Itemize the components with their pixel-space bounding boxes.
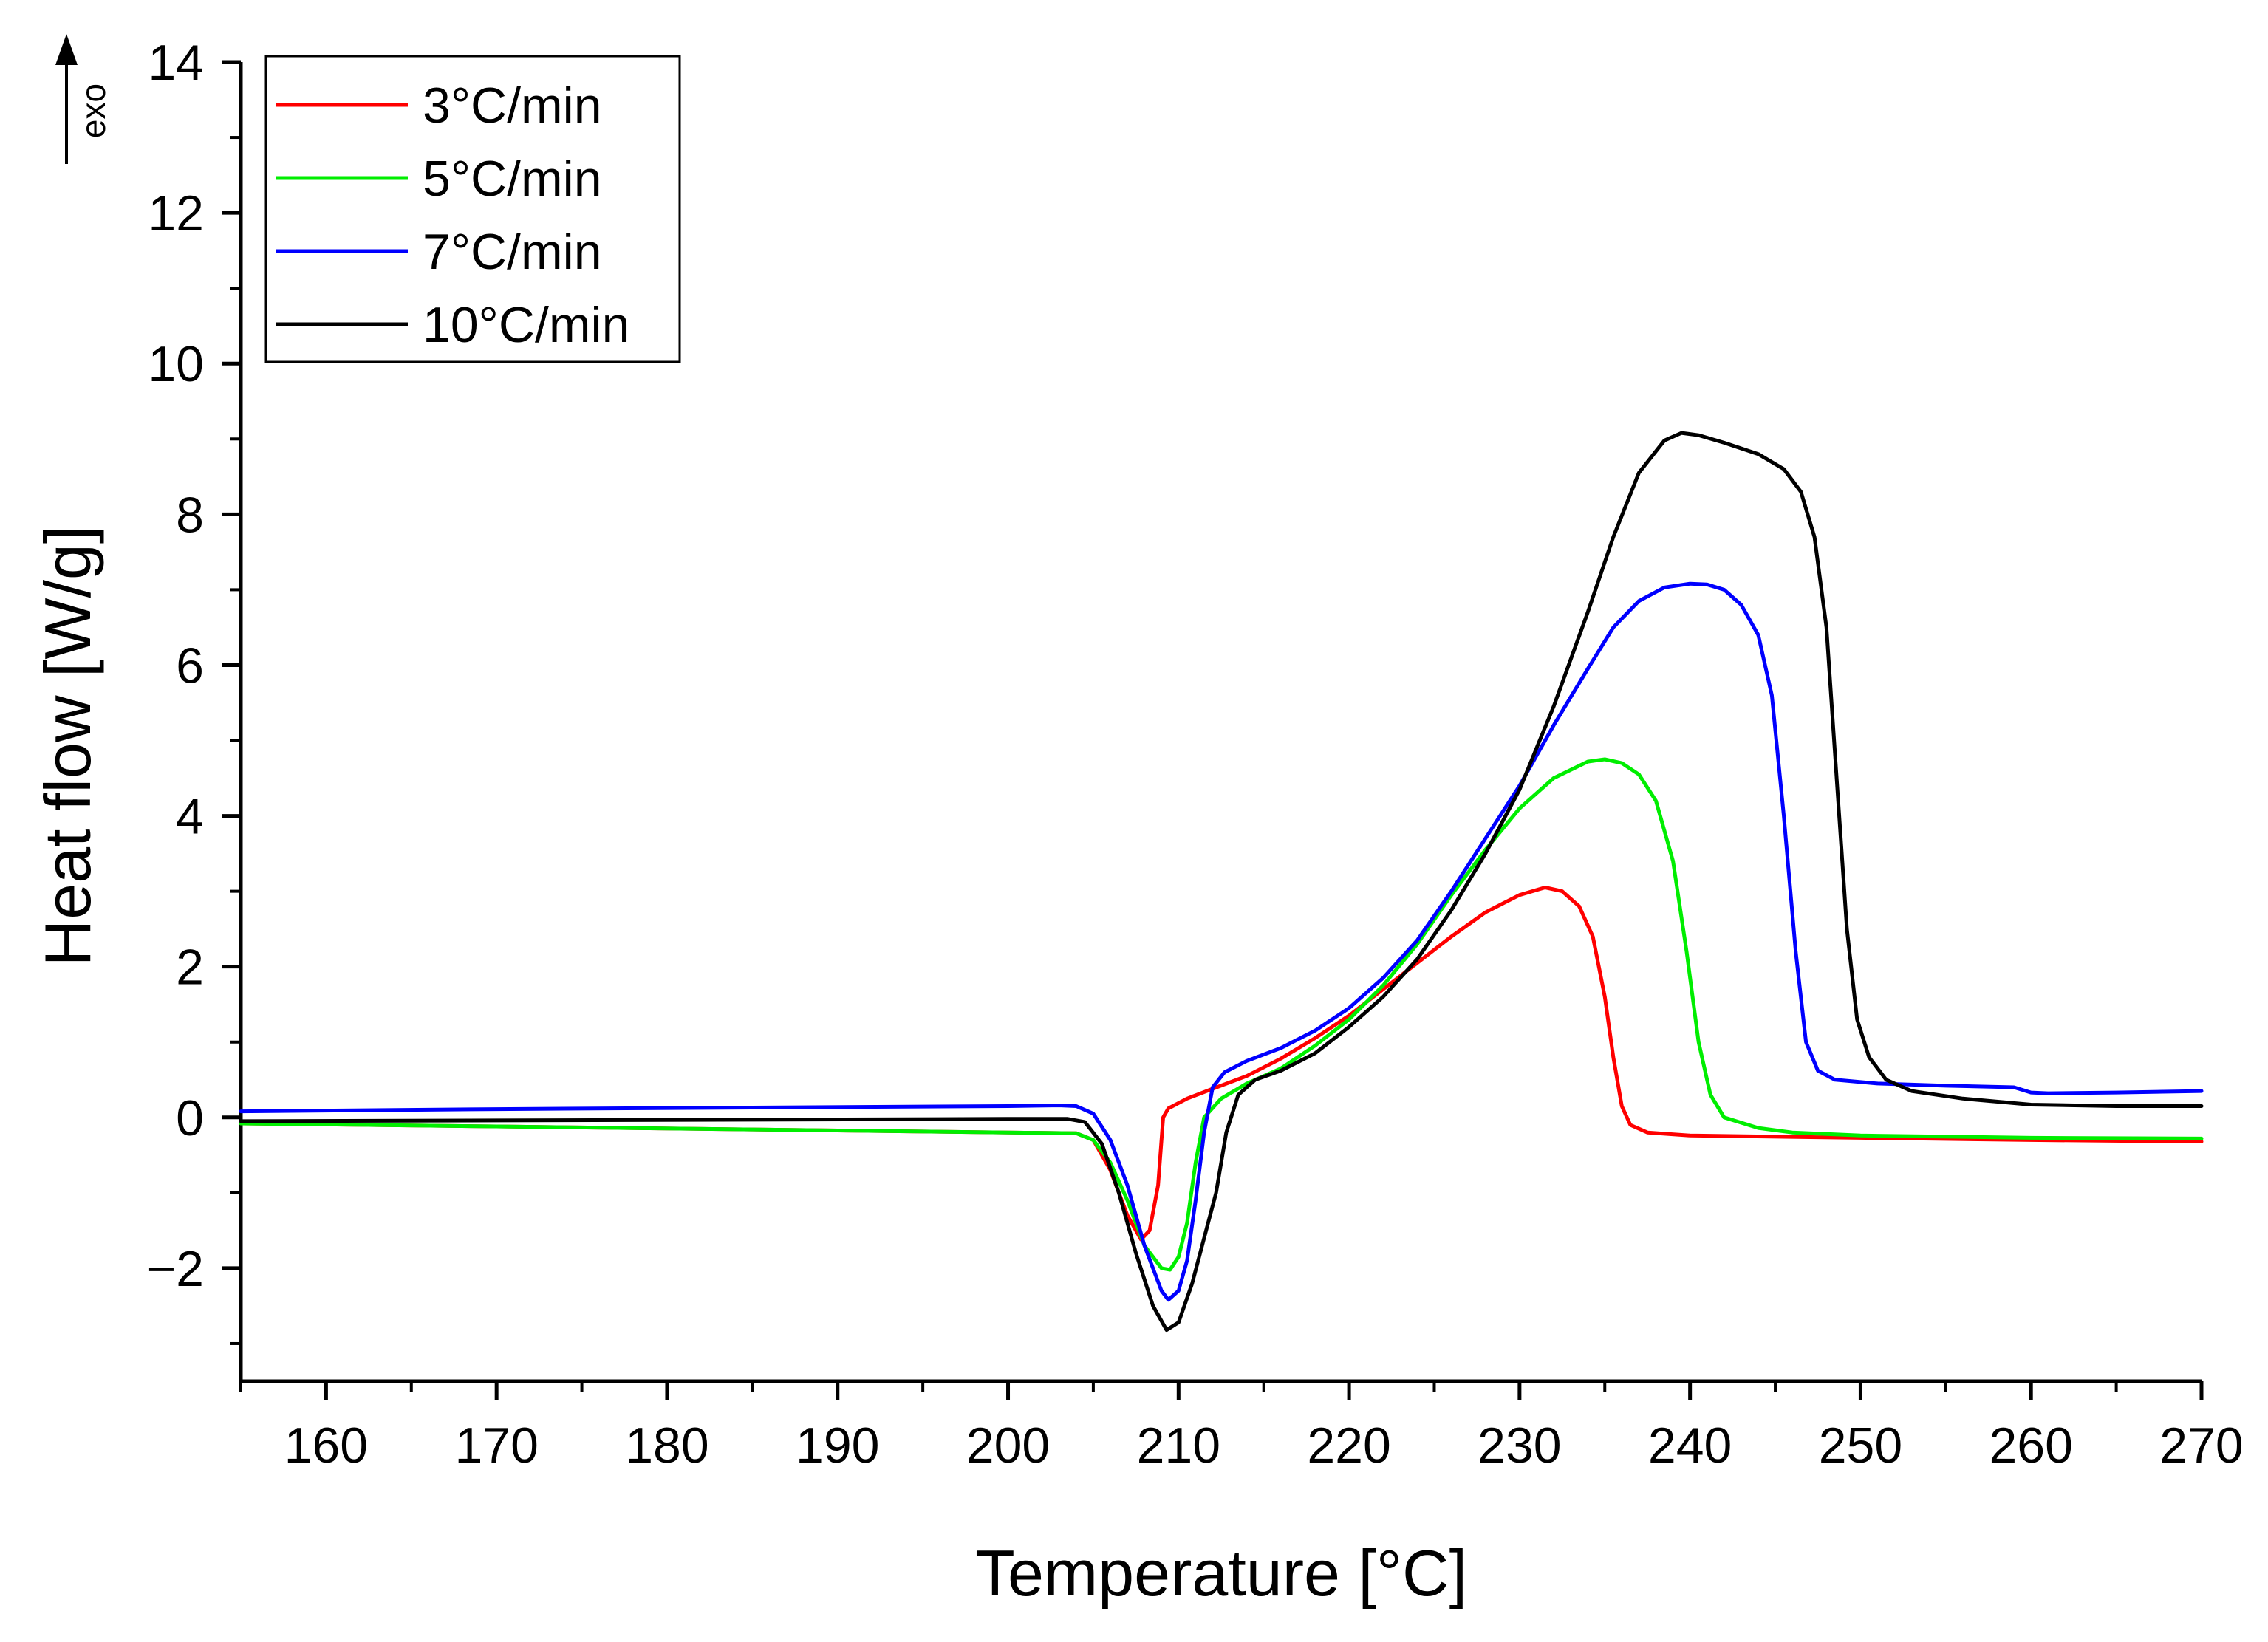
x-tick-label: 240 — [1648, 1417, 1732, 1474]
exo-label: exo — [74, 83, 112, 138]
x-tick-label: 200 — [966, 1417, 1050, 1474]
x-tick-label: 160 — [284, 1417, 368, 1474]
x-tick-label: 170 — [454, 1417, 538, 1474]
x-tick-label: 250 — [1819, 1417, 1902, 1474]
legend-layer: 3°C/min 5°C/min 7°C/min 10°C/min — [266, 56, 680, 362]
x-tick-label: 180 — [625, 1417, 708, 1474]
legend-label-4: 10°C/min — [423, 297, 629, 353]
y-tick-label: 14 — [148, 35, 204, 91]
y-tick-label: 8 — [176, 487, 204, 543]
y-axis-title: Heat flow [W/g] — [31, 526, 104, 967]
y-tick-label: −2 — [146, 1241, 204, 1297]
series-line-1 — [241, 888, 2202, 1240]
x-axis-title: Temperature [°C] — [975, 1536, 1467, 1609]
legend-label-1: 3°C/min — [423, 78, 602, 134]
series-layer — [241, 433, 2202, 1330]
legend-label-3: 7°C/min — [423, 224, 602, 280]
series-line-2 — [241, 759, 2202, 1270]
x-tick-label: 220 — [1307, 1417, 1390, 1474]
y-tick-label: 12 — [148, 185, 204, 242]
x-tick-label: 190 — [796, 1417, 879, 1474]
y-tick-label: 2 — [176, 940, 204, 996]
x-tick-label: 270 — [2159, 1417, 2243, 1474]
y-tick-label: 6 — [176, 637, 204, 694]
y-tick-label: 4 — [176, 789, 204, 845]
chart: 160 170 180 190 200 210 220 230 240 250 260 270 −2 0 2… — [0, 0, 2268, 1638]
chart-svg: 160 170 180 190 200 210 220 230 240 250 260 270−202… — [0, 0, 2268, 1638]
x-tick-label: 210 — [1137, 1417, 1220, 1474]
y-tick-label: 0 — [176, 1090, 204, 1146]
label-layer: Temperature [°C] Heat flow [W/g] exo — [31, 34, 1467, 1609]
y-tick-label: 10 — [148, 336, 204, 392]
series-line-3 — [241, 584, 2202, 1300]
x-tick-label: 260 — [1989, 1417, 2072, 1474]
x-tick-label: 230 — [1478, 1417, 1561, 1474]
series-line-4 — [241, 433, 2202, 1330]
exo-arrow-head-icon — [55, 34, 78, 65]
legend-label-2: 5°C/min — [423, 151, 602, 207]
